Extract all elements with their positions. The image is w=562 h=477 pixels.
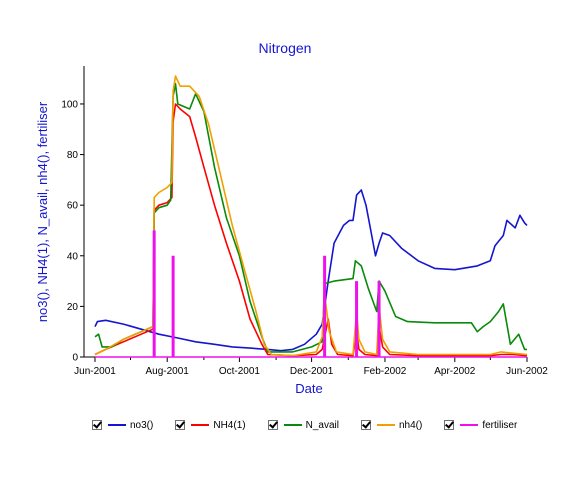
y-tick-label: 40	[67, 251, 79, 262]
checkmark-icon	[176, 419, 186, 429]
legend-label: fertiliser	[482, 419, 518, 431]
x-tick-label: Jun-2002	[506, 366, 548, 377]
series-line-n-avail	[94, 82, 527, 353]
x-tick-label: Oct-2001	[219, 366, 261, 377]
x-tick-label: Jun-2001	[74, 366, 116, 377]
y-tick-label: 60	[67, 201, 79, 212]
legend-item-fertiliser[interactable]: fertiliser	[444, 419, 518, 431]
legend-checkbox[interactable]	[444, 419, 455, 430]
x-tick-label: Apr-2002	[434, 366, 476, 377]
nitrogen-chart: Nitrogen Date no3(), NH4(1), N_avail, nh…	[35, 40, 548, 396]
x-tick-label: Feb-2002	[364, 366, 407, 377]
x-axis-title: Date	[295, 381, 322, 396]
legend-swatch	[376, 424, 395, 426]
legend-checkbox[interactable]	[175, 419, 186, 430]
x-tick-label: Dec-2001	[290, 366, 334, 377]
legend-swatch	[283, 424, 302, 426]
series-nh4	[94, 75, 528, 357]
checkmark-icon	[361, 419, 371, 429]
legend-checkbox[interactable]	[92, 419, 102, 430]
y-tick-label: 80	[67, 150, 79, 161]
legend-label: no3()	[130, 419, 154, 431]
legend-label: N_avail	[305, 419, 339, 431]
x-tick-label: Aug-2001	[146, 366, 190, 377]
legend-checkbox[interactable]	[267, 419, 278, 430]
series-line-nh4	[94, 75, 528, 357]
series-line-no3	[94, 189, 528, 352]
y-tick-label: 20	[67, 302, 79, 313]
y-tick-label: 100	[61, 99, 78, 110]
checkmark-icon	[268, 419, 278, 429]
y-axis-title: no3(), NH4(1), N_avail, nh4(), fertilise…	[35, 101, 50, 322]
series-no3	[94, 189, 528, 352]
legend-swatch	[191, 424, 210, 426]
legend-item-nh4-1[interactable]: NH4(1)	[175, 419, 246, 431]
series-layer	[94, 75, 528, 358]
checkmark-icon	[93, 419, 102, 429]
legend: no3() NH4(1) N_avail nh4() fertiliser	[92, 417, 539, 433]
legend-checkbox[interactable]	[360, 419, 371, 430]
series-n-avail	[94, 82, 527, 353]
legend-swatch	[460, 424, 479, 426]
legend-label: NH4(1)	[213, 419, 246, 431]
legend-item-nh4[interactable]: nh4()	[360, 419, 423, 431]
checkmark-icon	[445, 419, 455, 429]
series-fertiliser	[95, 230, 527, 358]
axes: 0 20 40 60 80 100 Jun-2001 Aug-2001 Oct-2001 Dec-…	[61, 66, 548, 377]
legend-item-no3[interactable]: no3()	[92, 419, 154, 431]
series-nh4-1	[94, 103, 528, 357]
legend-label: nh4()	[398, 419, 423, 431]
legend-item-n-avail[interactable]: N_avail	[267, 419, 339, 431]
legend-swatch	[108, 424, 126, 426]
y-tick-label: 0	[72, 353, 78, 364]
chart-title: Nitrogen	[259, 40, 312, 56]
series-line-nh4-1	[94, 103, 528, 357]
